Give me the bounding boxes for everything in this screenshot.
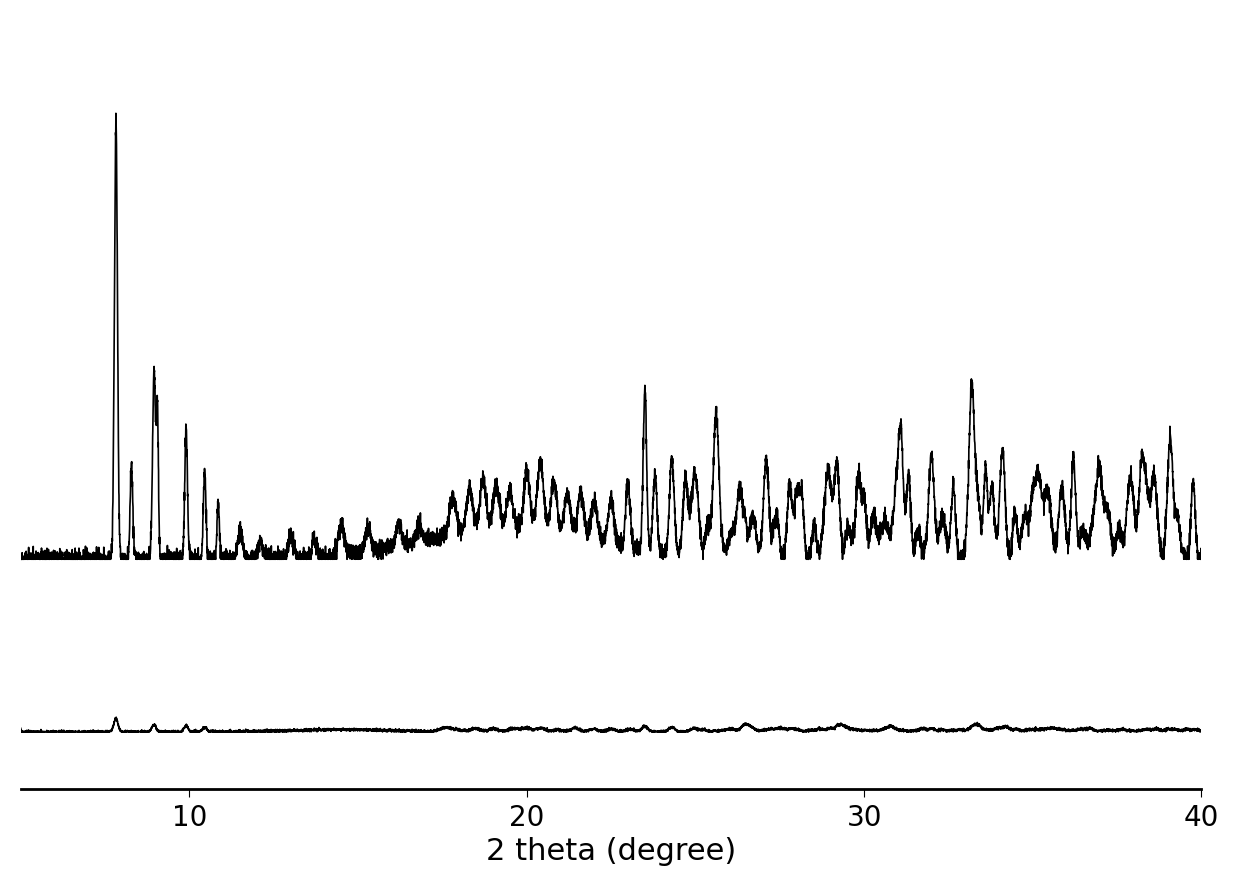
- X-axis label: 2 theta (degree): 2 theta (degree): [486, 836, 737, 866]
